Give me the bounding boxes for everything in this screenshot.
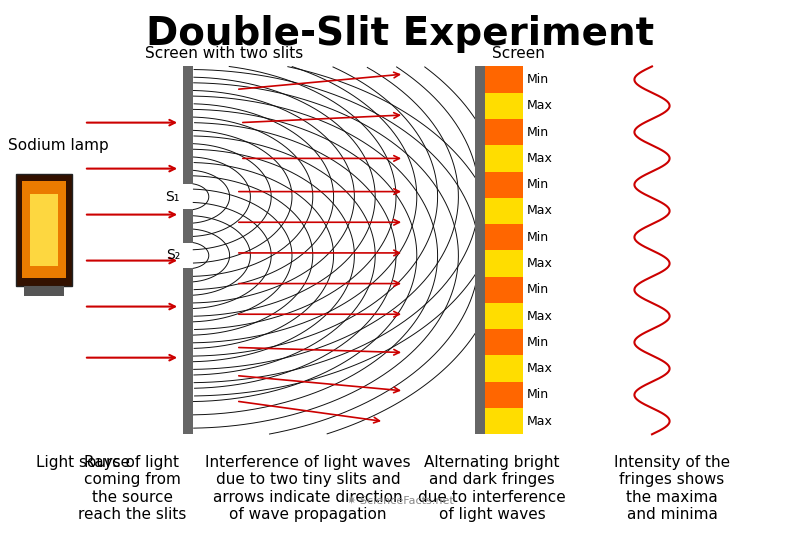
- Bar: [183, 67, 193, 184]
- Bar: [485, 356, 523, 382]
- Bar: [22, 181, 66, 278]
- Text: Max: Max: [527, 415, 553, 427]
- Bar: [485, 93, 523, 119]
- Text: Light source: Light source: [36, 455, 130, 470]
- Text: Screen with two slits: Screen with two slits: [145, 46, 303, 61]
- Bar: [485, 172, 523, 198]
- Bar: [485, 198, 523, 224]
- Text: Max: Max: [527, 152, 553, 165]
- Text: Rays of light
coming from
the source
reach the slits: Rays of light coming from the source rea…: [78, 455, 186, 522]
- Text: Min: Min: [527, 126, 550, 139]
- Bar: [30, 194, 58, 265]
- Text: Max: Max: [527, 362, 553, 375]
- Text: Max: Max: [527, 99, 553, 112]
- Text: ✷ ScienceFacts.net: ✷ ScienceFacts.net: [346, 496, 454, 506]
- Bar: [485, 67, 523, 93]
- Text: Min: Min: [527, 336, 550, 349]
- Text: Min: Min: [527, 389, 550, 401]
- Bar: [485, 119, 523, 146]
- Bar: [485, 408, 523, 434]
- Bar: [485, 251, 523, 277]
- Text: Screen: Screen: [492, 46, 545, 61]
- Text: Max: Max: [527, 205, 553, 217]
- Text: Min: Min: [527, 231, 550, 244]
- Bar: [485, 382, 523, 408]
- Bar: [485, 224, 523, 251]
- Text: Sodium lamp: Sodium lamp: [8, 138, 109, 154]
- Text: Intensity of the
fringes shows
the maxima
and minima: Intensity of the fringes shows the maxim…: [614, 455, 730, 522]
- Bar: [485, 329, 523, 356]
- Text: Min: Min: [527, 283, 550, 296]
- Text: S₁: S₁: [166, 190, 180, 204]
- Text: S₂: S₂: [166, 248, 180, 262]
- Bar: [183, 209, 193, 243]
- Bar: [485, 303, 523, 329]
- Text: Alternating bright
and dark fringes
due to interference
of light waves: Alternating bright and dark fringes due …: [418, 455, 566, 522]
- Text: Interference of light waves
due to two tiny slits and
arrows indicate direction
: Interference of light waves due to two t…: [205, 455, 411, 522]
- Text: Min: Min: [527, 73, 550, 86]
- Text: Max: Max: [527, 257, 553, 270]
- Text: Min: Min: [527, 178, 550, 191]
- Text: Max: Max: [527, 310, 553, 322]
- Bar: [485, 277, 523, 303]
- Bar: [475, 67, 485, 434]
- Bar: [16, 174, 72, 286]
- Text: Double-Slit Experiment: Double-Slit Experiment: [146, 15, 654, 53]
- Bar: [183, 268, 193, 434]
- Bar: [485, 146, 523, 172]
- Bar: [24, 286, 64, 296]
